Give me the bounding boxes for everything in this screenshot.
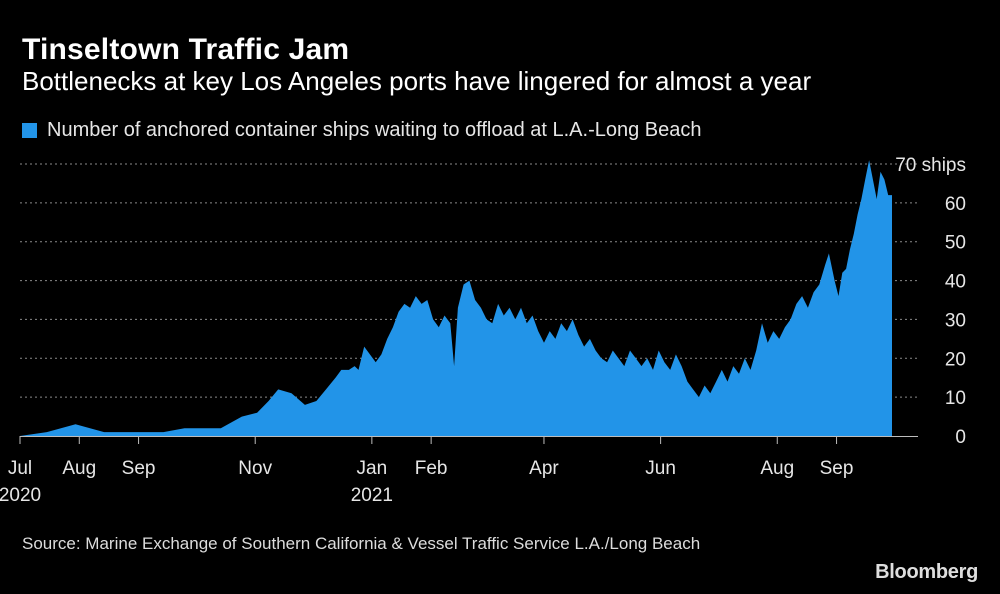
x-tick-label: Jul xyxy=(8,458,32,479)
x-tick-label: Feb xyxy=(415,458,448,479)
x-tick-year-label: 2021 xyxy=(351,485,393,506)
chart-subtitle: Bottlenecks at key Los Angeles ports hav… xyxy=(22,66,812,96)
axis-layer: 0 10 20 30 40 50 60 70 ships Jul 2020 Aug Sep Nov Jan… xyxy=(0,155,966,506)
y-tick-label: 40 xyxy=(945,272,966,293)
y-tick-label: 30 xyxy=(945,310,966,331)
x-tick-label: Jan xyxy=(357,458,388,479)
x-tick-label: Aug xyxy=(62,458,96,479)
source-note: Source: Marine Exchange of Southern Cali… xyxy=(22,534,701,553)
y-tick-label: 10 xyxy=(945,388,966,409)
x-tick-label: Jun xyxy=(645,458,676,479)
x-tick-label: Sep xyxy=(122,458,156,479)
x-tick-label: Aug xyxy=(760,458,794,479)
bloomberg-logo: Bloomberg xyxy=(875,561,978,583)
x-tick-label: Apr xyxy=(529,458,559,479)
y-tick-label: 0 xyxy=(955,427,966,448)
chart-title: Tinseltown Traffic Jam xyxy=(22,33,350,66)
data-area-series xyxy=(20,160,892,436)
y-tick-label: 20 xyxy=(945,349,966,370)
legend-swatch xyxy=(22,123,37,138)
y-tick-label: 50 xyxy=(945,233,966,254)
y-top-label: 70 ships xyxy=(895,155,966,176)
legend: Number of anchored container ships waiti… xyxy=(22,119,701,142)
area-layer xyxy=(20,160,892,436)
x-tick-label: Nov xyxy=(238,458,272,479)
y-tick-label: 60 xyxy=(945,194,966,215)
x-tick-label: Sep xyxy=(820,458,854,479)
legend-label: Number of anchored container ships waiti… xyxy=(47,119,702,141)
x-tick-year-label: 2020 xyxy=(0,485,41,506)
